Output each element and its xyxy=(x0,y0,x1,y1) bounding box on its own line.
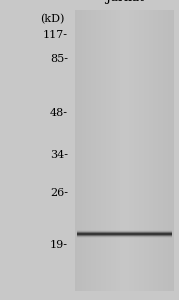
Text: 26-: 26- xyxy=(50,188,68,199)
Text: (kD): (kD) xyxy=(40,14,64,24)
Text: 48-: 48- xyxy=(50,107,68,118)
Text: 19-: 19- xyxy=(50,239,68,250)
Text: 117-: 117- xyxy=(43,29,68,40)
Text: 34-: 34- xyxy=(50,149,68,160)
Text: 85-: 85- xyxy=(50,53,68,64)
Text: Jurkat: Jurkat xyxy=(105,0,144,4)
